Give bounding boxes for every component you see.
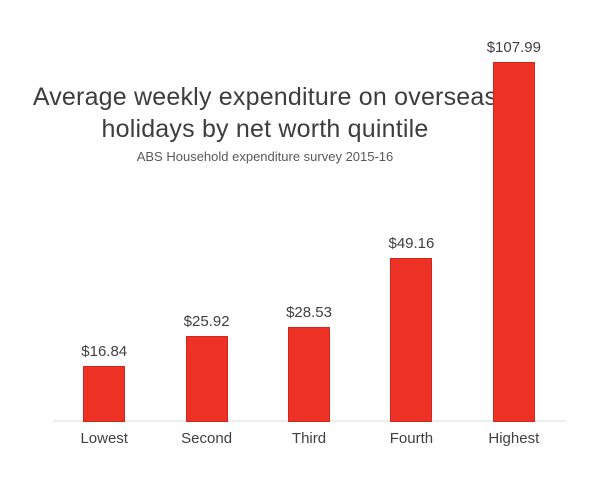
x-axis-label-fourth: Fourth <box>389 430 434 447</box>
bar-slot-highest: $107.99 <box>463 39 565 422</box>
value-label-lowest: $16.84 <box>81 343 128 360</box>
x-axis-label-second: Second <box>181 430 233 447</box>
bar-fourth: $49.16 <box>388 235 434 422</box>
bar-lowest: $16.84 <box>81 343 127 422</box>
plot-area: $16.84 $25.92 $28.53 $49.16 $107.99 <box>53 39 565 422</box>
bar-slot-fourth: $49.16 <box>360 62 462 422</box>
x-axis-label-third: Third <box>291 430 327 447</box>
title-block: Average weekly expenditure on overseas h… <box>28 82 502 164</box>
value-label-fourth: $49.16 <box>388 235 435 252</box>
bar-slot-lowest: $16.84 <box>53 62 155 422</box>
chart-title: Average weekly expenditure on overseas h… <box>28 82 502 145</box>
bar-slot-third: $28.53 <box>258 62 360 422</box>
chart-title-line-1: Average weekly expenditure on overseas <box>32 83 498 111</box>
chart-title-line-2: holidays by net worth quintile <box>101 114 429 143</box>
bar-highest: $107.99 <box>487 39 541 422</box>
value-label-second: $25.92 <box>183 313 230 330</box>
bar-second: $25.92 <box>184 313 230 422</box>
bar-third: $28.53 <box>286 304 332 422</box>
value-label-third: $28.53 <box>286 304 332 321</box>
x-axis-labels: Lowest Second Third Fourth Highest <box>53 430 565 447</box>
chart-subtitle: ABS Household expenditure survey 2015-16 <box>136 149 394 164</box>
x-axis-label-highest: Highest <box>488 430 540 447</box>
bar-slot-second: $25.92 <box>155 62 257 422</box>
x-axis-label-lowest: Lowest <box>80 430 128 447</box>
value-label-highest: $107.99 <box>486 39 541 56</box>
